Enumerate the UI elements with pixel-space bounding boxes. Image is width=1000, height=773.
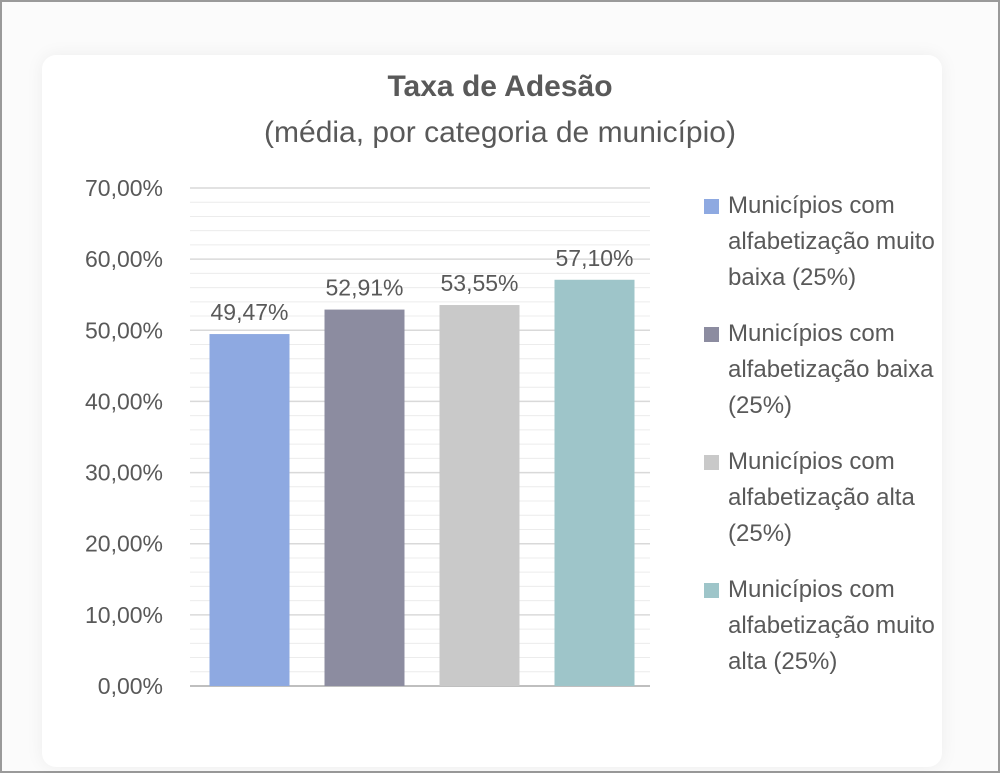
- y-tick-label: 30,00%: [85, 460, 163, 486]
- legend-swatch: [704, 455, 719, 470]
- y-axis-tick-labels: 0,00% 10,00% 20,00% 30,00% 40,00% 50,00% 60,00…: [85, 175, 163, 699]
- y-tick-label: 10,00%: [85, 602, 163, 628]
- legend-label: Municípios com: [728, 192, 895, 219]
- y-tick-label: 50,00%: [85, 317, 163, 343]
- legend-label: baixa (25%): [728, 264, 857, 291]
- legend-item: Municípios com alfabetização baixa (25%): [702, 316, 992, 424]
- bar-value-label: 52,91%: [325, 275, 403, 301]
- bar-value-label: 57,10%: [555, 245, 633, 271]
- y-tick-label: 40,00%: [85, 388, 163, 414]
- bar-value-label: 53,55%: [440, 270, 518, 296]
- bar: [439, 305, 520, 686]
- legend-label: alfabetização baixa: [728, 356, 934, 383]
- legend-label: (25%): [728, 520, 793, 547]
- legend-label: Municípios com: [728, 448, 895, 475]
- y-tick-label: 0,00%: [98, 673, 163, 699]
- data-labels: 49,47% 52,91% 53,55% 57,10%: [210, 245, 633, 325]
- bar-value-label: 49,47%: [210, 299, 288, 325]
- legend-swatch: [704, 583, 719, 598]
- legend-label: Municípios com: [728, 576, 895, 603]
- bar: [554, 279, 635, 686]
- legend-item: Municípios com alfabetização muito alta (2…: [702, 572, 992, 680]
- legend-label: alfabetização alta: [728, 484, 915, 511]
- legend-item: Municípios com alfabetização muito baixa (…: [702, 188, 992, 296]
- y-tick-label: 70,00%: [85, 175, 163, 201]
- legend-label: alfabetização muito: [728, 228, 935, 255]
- bar: [209, 334, 290, 686]
- chart-title: Taxa de Adesão: [387, 70, 613, 103]
- chart-subtitle: (média, por categoria de município): [264, 116, 736, 149]
- legend-label: alta (25%): [728, 648, 838, 675]
- y-tick-label: 60,00%: [85, 246, 163, 272]
- legend-swatch: [704, 327, 719, 342]
- legend: Municípios com alfabetização muito baixa (…: [702, 188, 992, 700]
- legend-label: alfabetização muito: [728, 612, 935, 639]
- legend-swatch: [704, 199, 719, 214]
- legend-label: (25%): [728, 392, 793, 419]
- bar: [324, 309, 405, 686]
- bars: [209, 279, 635, 686]
- legend-label: Municípios com: [728, 320, 895, 347]
- y-tick-label: 20,00%: [85, 531, 163, 557]
- legend-item: Municípios com alfabetização alta (25%): [702, 444, 992, 552]
